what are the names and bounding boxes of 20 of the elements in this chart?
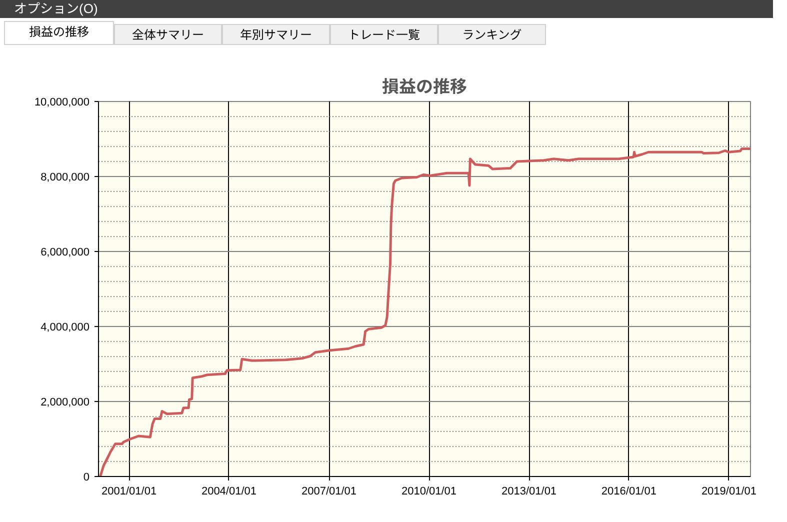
x-tick-label: 2007/01/01: [301, 486, 357, 498]
y-tick-label: 2,000,000: [40, 396, 90, 408]
x-tick-label: 2004/01/01: [201, 486, 257, 498]
text: 全体サマリー: [114, 24, 222, 45]
text: トレード一覧: [330, 24, 438, 45]
chart-title: 損益の推移: [382, 78, 467, 96]
text: ランキング: [438, 24, 546, 45]
y-tick-label: 6,000,000: [40, 246, 90, 258]
y-tick-label: 0: [83, 472, 90, 484]
y-tick-label: 10,000,000: [34, 96, 90, 108]
text: 損益の推移: [4, 21, 114, 45]
text: 年別サマリー: [222, 24, 330, 45]
text: オプション(O): [0, 0, 773, 18]
y-tick-label: 4,000,000: [40, 322, 90, 334]
x-tick-label: 2013/01/01: [502, 486, 557, 498]
x-tick-label: 2001/01/01: [102, 486, 157, 498]
x-tick-label: 2010/01/01: [401, 486, 457, 498]
x-tick-label: 2019/01/01: [701, 486, 756, 498]
y-tick-label: 8,000,000: [40, 172, 90, 184]
x-tick-label: 2016/01/01: [601, 486, 656, 498]
